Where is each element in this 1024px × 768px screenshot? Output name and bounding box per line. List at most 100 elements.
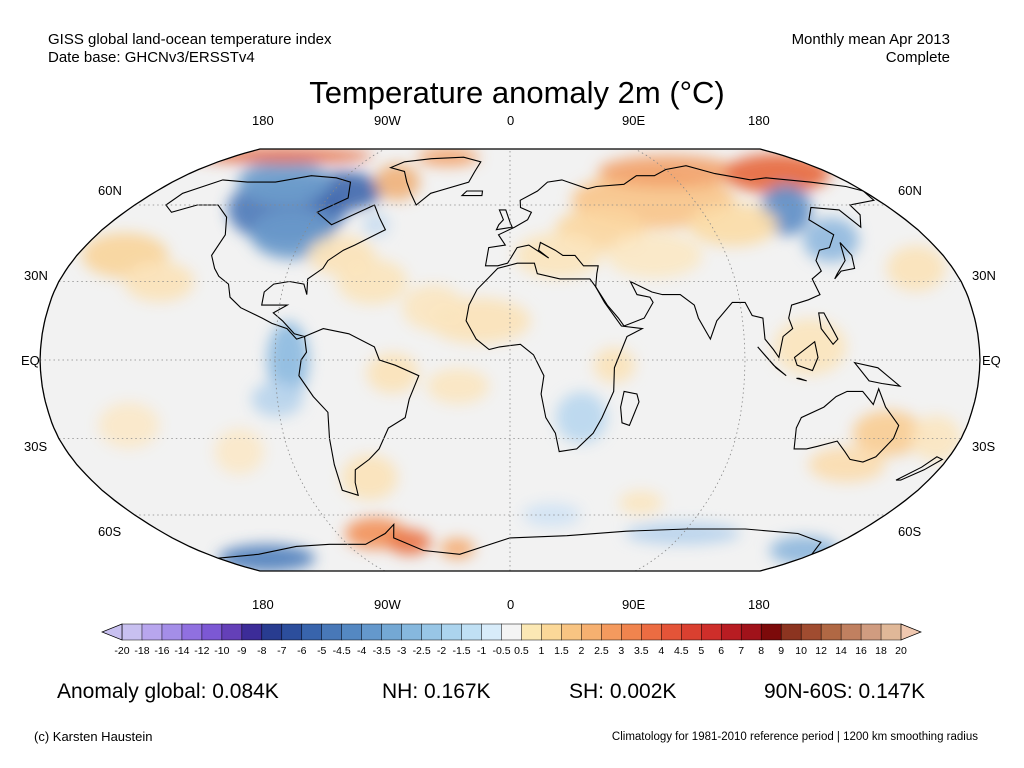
colorbar-cell: [241, 623, 263, 641]
colorbar-cell: [760, 623, 782, 641]
colorbar-cell: [221, 623, 243, 641]
colorbar-cell: [561, 623, 582, 641]
colorbar-cell: [141, 623, 163, 641]
colorbar-cell: [461, 623, 483, 641]
colorbar-right-arrow: [900, 623, 922, 641]
colorbar-tick-label: -2.5: [412, 645, 431, 657]
colorbar-tick-label: 14: [835, 645, 847, 657]
colorbar-tick-label: -12: [194, 645, 210, 657]
coastline: [818, 312, 839, 346]
coastline: [465, 262, 645, 453]
colorbar-cell: [361, 623, 383, 641]
colorbar-cell: [780, 623, 802, 641]
colorbar-tick-label: 9: [778, 645, 785, 657]
colorbar-tick-label: 2.5: [594, 645, 609, 657]
left-lat-label: 30S: [24, 439, 48, 454]
colorbar-tick-label: -9: [237, 645, 247, 657]
right-lat-label: 60S: [898, 524, 922, 539]
colorbar-tick-label: 6: [718, 645, 725, 657]
colorbar-cells: [121, 623, 902, 641]
colorbar-tick-label: 1: [538, 645, 545, 657]
bottom-lon-label: 180: [252, 597, 274, 612]
colorbar-cell: [121, 623, 143, 641]
colorbar-tick-label: -8: [257, 645, 267, 657]
colorbar-cell: [521, 623, 543, 641]
colorbar-cell: [581, 623, 602, 641]
colorbar-tick-label: 12: [815, 645, 827, 657]
colorbar-cell: [341, 623, 363, 641]
colorbar-tick-label: 4: [658, 645, 665, 657]
data-base-label: Date base: GHCNv3/ERSSTv4: [48, 49, 255, 66]
colorbar-tick-label: -20: [114, 645, 130, 657]
bottom-lon-label: 0: [507, 597, 515, 612]
colorbar-cell: [161, 623, 183, 641]
colorbar-tick-label: -7: [277, 645, 287, 657]
colorbar-tick-label: -5: [317, 645, 327, 657]
colorbar-cell: [860, 623, 882, 641]
colorbar-cell: [201, 623, 223, 641]
coastline: [460, 190, 484, 197]
colorbar-tick-label: -1.5: [452, 645, 471, 657]
colorbar-cell: [840, 623, 862, 641]
arctic-anomaly: 90N-60S: 0.147K: [764, 680, 926, 703]
source-title: GISS global land-ocean temperature index: [48, 31, 332, 48]
colorbar-tick-label: 3: [618, 645, 625, 657]
coastline: [895, 456, 944, 481]
colorbar-cell: [601, 623, 622, 641]
coastline: [757, 346, 787, 377]
colorbar-cell: [441, 623, 463, 641]
coastline: [793, 387, 900, 463]
colorbar-tick-label: -1: [476, 645, 487, 657]
colorbar-cell: [681, 623, 702, 641]
sh-anomaly: SH: 0.002K: [569, 680, 677, 703]
longitude-line: [274, 149, 386, 571]
left-lat-label: 60N: [98, 183, 122, 198]
coastline: [796, 377, 807, 382]
colorbar-tick-label: 10: [795, 645, 807, 657]
colorbar-tick-label: 3.5: [634, 645, 649, 657]
colorbar-tick-label: 8: [758, 645, 765, 657]
colorbar-tick-label: 18: [875, 645, 887, 657]
global-anomaly: Anomaly global: 0.084K: [57, 680, 279, 703]
colorbar-tick-label: -18: [134, 645, 150, 657]
colorbar-tick-label: -4.5: [332, 645, 351, 657]
colorbar-cell: [321, 623, 343, 641]
colorbar-tick-label: 4.5: [673, 645, 689, 657]
completeness-label: Complete: [885, 49, 950, 66]
anomaly-field: [40, 149, 980, 571]
globe-outline: [39, 148, 981, 572]
colorbar-cell: [661, 623, 682, 641]
coastline: [793, 340, 819, 372]
map-title: Temperature anomaly 2m (°C): [309, 75, 725, 110]
left-lat-label: EQ: [21, 353, 40, 368]
bottom-lon-label: 90E: [622, 597, 646, 612]
colorbar-cell: [301, 623, 323, 641]
colorbar-tick-label: 5: [698, 645, 705, 657]
colorbar-tick-label: -4: [357, 645, 367, 657]
left-lat-label: 60S: [98, 524, 122, 539]
colorbar-tick-label: -10: [214, 645, 230, 657]
coastline: [620, 390, 640, 427]
top-lon-label: 0: [507, 113, 515, 128]
colorbar-cell: [261, 623, 283, 641]
colorbar-cell: [720, 623, 742, 641]
longitude-line: [634, 149, 746, 571]
nh-anomaly: NH: 0.167K: [382, 680, 491, 703]
colorbar-cell: [800, 623, 822, 641]
colorbar-tick-label: 16: [855, 645, 867, 657]
colorbar-tick-label: -14: [174, 645, 190, 657]
top-lon-label: 180: [748, 113, 770, 128]
coastline: [853, 361, 902, 388]
top-lon-label: 180: [252, 113, 274, 128]
colorbar-cell: [541, 623, 562, 641]
right-lat-label: 60N: [898, 183, 922, 198]
colorbar-tick-label: -3: [396, 645, 407, 657]
colorbar-tick-label: 7: [738, 645, 745, 657]
coastline: [298, 328, 420, 497]
colorbar-tick-label: 20: [895, 645, 907, 657]
bottom-lon-label: 180: [748, 597, 770, 612]
right-lat-label: EQ: [982, 353, 1001, 368]
coastline: [484, 165, 876, 359]
colorbar-cell: [181, 623, 203, 641]
